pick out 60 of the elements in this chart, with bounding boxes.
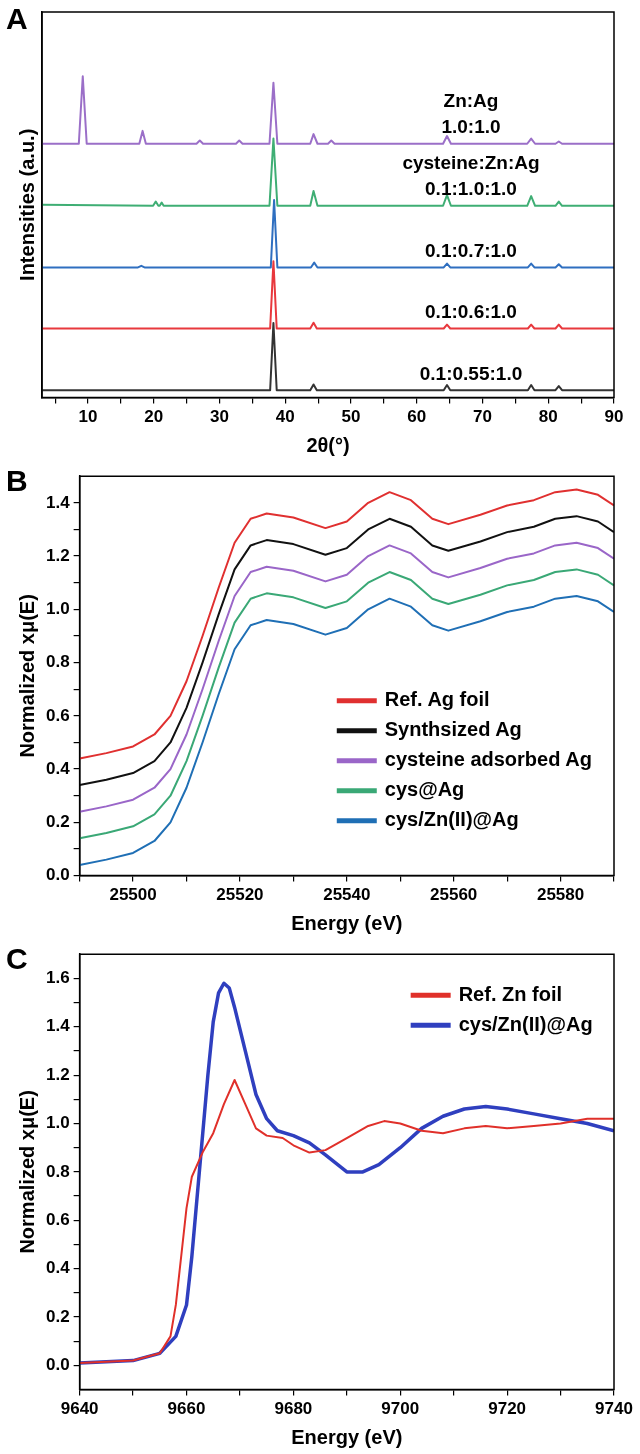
y-tick-label: 1.4 (45, 1016, 71, 1036)
chart-title: A (6, 2, 28, 36)
y-tick-label: 0.6 (45, 1209, 70, 1229)
y-axis-title: Intensities (a.u.) (15, 128, 38, 281)
legend-label: cysteine adsorbed Ag (384, 748, 592, 771)
x-tick-label: 25560 (430, 885, 478, 905)
x-axis-title: Energy (eV) (291, 1425, 403, 1448)
x-axis-title: Energy (eV) (291, 911, 403, 934)
y-tick-label: 0.8 (45, 652, 70, 672)
x-tick-label: 30 (210, 407, 229, 427)
y-tick-label: 1.4 (45, 492, 71, 512)
y-tick-label: 0.4 (45, 758, 71, 778)
y-axis-title: Normalized xμ(E) (15, 594, 38, 758)
x-tick-label: 25500 (109, 885, 157, 905)
annotation: Zn:Ag (443, 90, 499, 112)
legend-label: cys@Ag (384, 778, 465, 801)
legend-label: cys/Zn(II)@Ag (384, 808, 519, 831)
x-tick-label: 9640 (60, 1399, 99, 1419)
y-tick-label: 0.4 (45, 1258, 71, 1278)
y-tick-label: 0.0 (45, 1355, 70, 1375)
y-tick-label: 0.2 (45, 812, 70, 832)
x-tick-label: 9740 (595, 1399, 633, 1419)
series-label: 0.1:0.6:1.0 (425, 301, 517, 323)
x-tick-label: 90 (604, 407, 624, 427)
y-axis-title: Normalized xμ(E) (15, 1090, 38, 1254)
x-tick-label: 10 (78, 407, 98, 427)
x-tick-label: 70 (473, 407, 492, 427)
x-tick-label: 25520 (216, 885, 264, 905)
x-tick-label: 50 (341, 407, 361, 427)
y-tick-label: 1.2 (45, 545, 70, 565)
x-tick-label: 80 (538, 407, 558, 427)
y-tick-label: 0.8 (45, 1161, 70, 1181)
chart-title: B (6, 464, 28, 498)
series-label: 0.1:1.0:1.0 (425, 177, 517, 199)
x-tick-label: 20 (144, 407, 164, 427)
x-tick-label: 9680 (274, 1399, 313, 1419)
y-tick-label: 0.0 (45, 865, 70, 885)
y-tick-label: 0.2 (45, 1306, 70, 1326)
x-tick-label: 25540 (323, 885, 371, 905)
legend-label: Ref. Ag foil (384, 688, 490, 711)
y-tick-label: 1.0 (45, 599, 70, 619)
y-tick-label: 1.2 (45, 1064, 70, 1084)
x-axis-title: 2θ(°) (306, 433, 350, 456)
x-tick-label: 9700 (381, 1399, 420, 1419)
legend-label: Ref. Zn foil (458, 982, 562, 1005)
annotation: cysteine:Zn:Ag (402, 151, 540, 173)
series-label: 1.0:1.0 (441, 116, 501, 138)
y-tick-label: 1.0 (45, 1113, 70, 1133)
x-tick-label: 9720 (488, 1399, 527, 1419)
chart-title: C (6, 942, 28, 976)
legend-label: cys/Zn(II)@Ag (458, 1012, 593, 1035)
series-label: 0.1:0.7:1.0 (425, 240, 517, 262)
y-tick-label: 1.6 (45, 968, 70, 988)
series-label: 0.1:0.55:1.0 (419, 362, 523, 384)
x-tick-label: 40 (275, 407, 295, 427)
x-tick-label: 25580 (536, 885, 585, 905)
y-tick-label: 0.6 (45, 705, 70, 725)
x-tick-label: 60 (407, 407, 427, 427)
legend-label: Synthsized Ag (384, 718, 522, 741)
x-tick-label: 9660 (167, 1399, 206, 1419)
